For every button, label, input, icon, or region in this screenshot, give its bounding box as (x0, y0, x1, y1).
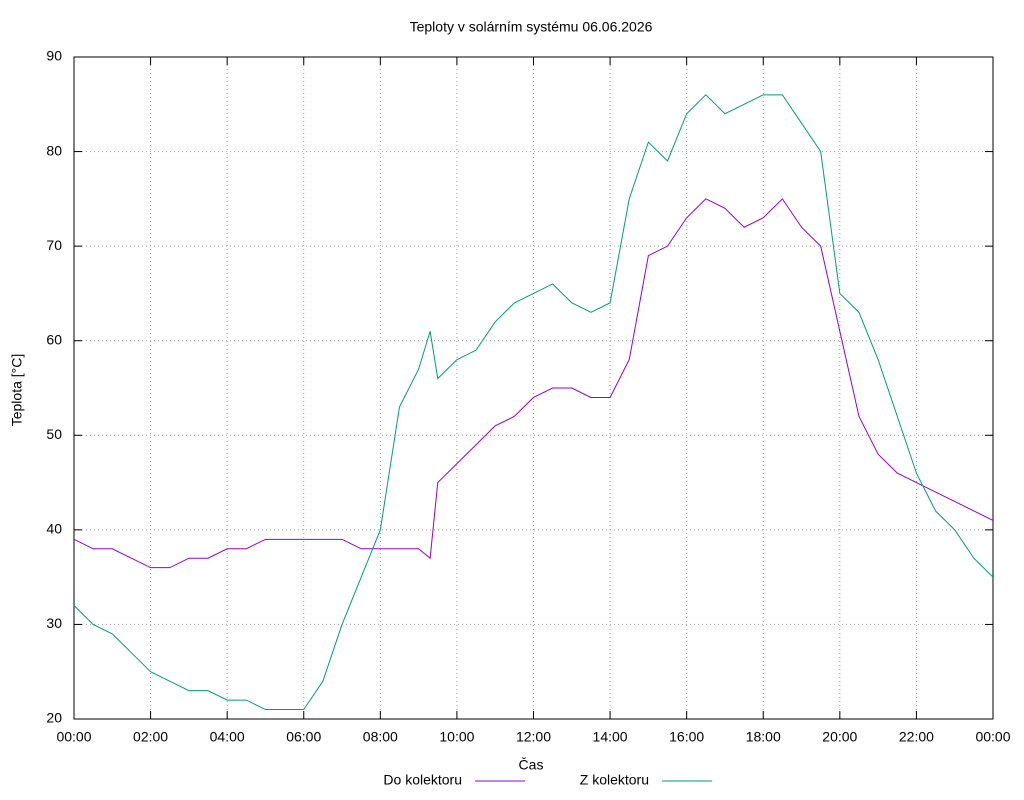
y-tick-label: 50 (46, 426, 62, 442)
y-tick-label: 20 (46, 710, 62, 726)
y-tick-label: 60 (46, 331, 62, 347)
y-tick-label: 40 (46, 521, 62, 537)
x-tick-label: 10:00 (439, 729, 474, 745)
x-tick-label: 04:00 (210, 729, 245, 745)
data-line (73, 94, 994, 711)
x-tick-label: 20:00 (822, 729, 857, 745)
x-tick-label: 08:00 (363, 729, 398, 745)
data-line (73, 198, 994, 569)
y-axis-label: Teplota [°C] (9, 354, 25, 427)
y-tick-label: 80 (46, 142, 62, 158)
x-tick-label: 06:00 (286, 729, 321, 745)
legend-label: Do kolektoru (383, 772, 462, 788)
legend-label: Z kolektoru (580, 772, 649, 788)
x-axis-label: Čas (519, 757, 544, 773)
x-tick-label: 12:00 (516, 729, 551, 745)
y-tick-label: 30 (46, 615, 62, 631)
x-tick-label: 16:00 (669, 729, 704, 745)
x-tick-label: 00:00 (56, 729, 91, 745)
x-tick-label: 02:00 (133, 729, 168, 745)
x-tick-label: 18:00 (746, 729, 781, 745)
y-tick-label: 90 (46, 48, 62, 64)
x-tick-label: 22:00 (899, 729, 934, 745)
plot-border (73, 56, 994, 720)
y-tick-label: 70 (46, 237, 62, 253)
x-tick-label: 00:00 (975, 729, 1010, 745)
chart-title: Teploty v solárním systému 06.06.2026 (410, 19, 653, 35)
x-tick-label: 14:00 (593, 729, 628, 745)
